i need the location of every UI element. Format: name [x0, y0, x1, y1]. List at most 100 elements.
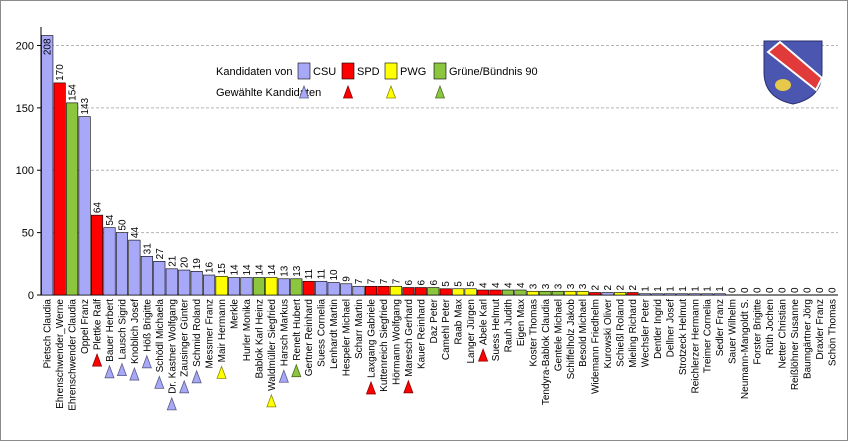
value-label-plettke-ralf: 64 — [93, 202, 104, 214]
legend-label-csu: CSU — [313, 66, 336, 78]
x-tick-label-abele-karl: Abele Karl — [479, 299, 490, 345]
value-label-dr-kastner-wolfgang: 21 — [167, 255, 178, 267]
elected-marker-bauer-herbert — [104, 364, 115, 379]
bar-koster-thomas — [526, 290, 539, 296]
bar-tendyra-bablok-claudia — [539, 290, 552, 296]
value-label-gentele-michael: 3 — [553, 283, 564, 289]
bar-zausinger-guenter — [178, 269, 191, 296]
value-label-daz-peter: 6 — [429, 280, 440, 286]
value-label-draxler-franz: 0 — [815, 287, 826, 293]
x-tick-label-treimer-cornelia: Treimer Cornelia — [703, 299, 714, 374]
x-tick-label-schiessl-roland: Schießl Roland — [616, 299, 627, 367]
coat-of-arms-logo — [763, 40, 824, 105]
value-label-reissloehner-susanne: 0 — [790, 287, 801, 293]
bar-hurler-monika — [240, 277, 253, 296]
x-tick-label-schmid-roland: Schmid Roland — [192, 299, 203, 367]
bar-sedler-franz — [713, 293, 726, 296]
x-tick-label-mair-hermann: Mair Hermann — [217, 299, 228, 362]
bar-rauh-judith — [501, 289, 515, 296]
bar-schiessl-roland — [614, 292, 627, 296]
value-label-hoermann-wolfgang: 7 — [391, 278, 402, 284]
bar-renelt-hubert — [290, 278, 303, 296]
bar-dellner-josef — [663, 293, 676, 296]
x-tick-label-bauer-herbert: Bauer Herbert — [105, 299, 116, 362]
x-tick-label-knoblich-josef: Knoblich Josef — [130, 299, 141, 364]
elected-marker-lausch-sigrid — [116, 362, 128, 376]
x-tick-label-schiffelholz-jakob: Schiffelholz Jakob — [566, 299, 577, 380]
legend-elected-marker-pwg — [385, 84, 397, 99]
x-tick-label-reissloehner-susanne: Reißlöhner Susanne — [790, 299, 801, 391]
x-tick-label-eigen-max: Eigen Max — [516, 299, 527, 346]
value-label-hoess-brigitte: 31 — [142, 243, 153, 255]
x-tick-label-sedler-franz: Sedler Franz — [715, 299, 726, 356]
bar-ehrenschwender-claudia — [66, 102, 79, 296]
bar-merkle — [227, 277, 241, 296]
legend-swatch-gruene-buendnis-90 — [433, 62, 447, 80]
elected-markers — [91, 348, 489, 411]
bar-suess-helmut — [489, 289, 502, 296]
x-tick-label-gentele-michael: Gentele Michael — [553, 299, 564, 371]
x-tick-label-laxgang-gabriele: Laxgang Gabriele — [367, 299, 378, 378]
value-label-netter-christian: 0 — [777, 287, 788, 293]
x-tick-label-schoedl-michaela: Schödl Michaela — [155, 299, 166, 373]
value-label-suess-cornelia: 11 — [317, 268, 328, 279]
bar-camehl-peter — [439, 288, 452, 296]
x-tick-label-kuttenreich-siegfried: Kuttenreich Siegfried — [379, 299, 390, 392]
value-label-langer-juergen: 5 — [466, 281, 477, 287]
x-tick-label-rauh-judith: Rauh Judith — [503, 299, 514, 352]
x-tick-label-kurowski-oliver: Kurowski Oliver — [603, 298, 614, 368]
legend-elected-marker-gruene-buendnis-90 — [434, 84, 446, 99]
x-tick-label-harsch-markus: Harsch Markus — [279, 299, 290, 366]
value-label-besold-michael: 3 — [578, 283, 589, 289]
bar-messmer-franz — [203, 274, 216, 296]
value-label-tendyra-bablok-claudia: 3 — [541, 283, 552, 289]
elected-marker-dr-kastner-wolfgang — [166, 396, 177, 411]
bar-mair-hermann — [215, 275, 228, 296]
x-tick-label-suess-cornelia: Suess Cornelia — [317, 299, 328, 367]
bar-schoedl-michaela — [153, 261, 166, 296]
value-label-koster-thomas: 3 — [528, 283, 539, 289]
value-label-ehrenschwender-werne: 170 — [55, 64, 66, 81]
elected-marker-renelt-hubert — [291, 363, 302, 378]
legend-swatch-spd — [341, 62, 355, 80]
value-label-hespeler-michael: 9 — [342, 276, 353, 282]
x-tick-label-scharr-martin: Scharr Martin — [354, 299, 365, 359]
value-label-schmid-roland: 19 — [192, 258, 203, 270]
value-label-kurowski-oliver: 2 — [603, 285, 614, 291]
value-label-schiessl-roland: 2 — [616, 285, 627, 291]
value-label-laxgang-gabriele: 7 — [367, 278, 378, 284]
bar-suess-cornelia — [315, 280, 328, 296]
legend-label-gruene-buendnis-90: Grüne/Bündnis 90 — [449, 66, 538, 78]
x-tick-label-lenhardt-martin: Lenhardt Martin — [329, 299, 340, 369]
bar-reichlerzer-hermann — [688, 293, 701, 296]
x-tick-label-raab-max: Raab Max — [454, 299, 465, 345]
bar-bablok-karl-heinz — [252, 277, 265, 296]
value-label-baumgaertner-joerg: 0 — [802, 287, 813, 293]
bar-lenhardt-martin — [327, 282, 340, 296]
legend-elected-marker-csu — [298, 84, 310, 99]
x-tick-label-strotzeck-helmut: Strotzeck Helmut — [678, 299, 689, 375]
value-label-strotzeck-helmut: 1 — [678, 286, 689, 292]
bar-waldmueller-siegfried — [265, 277, 278, 296]
x-tick-labels: Pietsch Claudia Ehrenschwender_Werne Ehren… — [43, 298, 839, 410]
value-label-dentler-ingrid: 1 — [653, 286, 664, 292]
bar-harsch-markus — [277, 278, 290, 296]
x-tick-label-kauer-reinhard: Kauer Reinhard — [416, 299, 427, 369]
x-tick-label-lausch-sigrid: Lausch Sigrid — [117, 299, 128, 360]
bar-abele-karl — [477, 289, 490, 296]
x-tick-label-daz-peter: Daz Peter — [429, 298, 440, 343]
bar-eigen-max — [514, 289, 527, 296]
value-label-eigen-max: 4 — [516, 282, 527, 288]
bars — [41, 35, 726, 296]
bar-daz-peter — [427, 287, 440, 296]
x-tick-label-plettke-ralf: Plettke Ralf — [93, 299, 104, 350]
value-label-mair-hermann: 15 — [217, 263, 228, 275]
x-tick-label-rueth-jochen: Rüth Jochen — [765, 299, 776, 355]
value-label-kuttenreich-siegfried: 7 — [379, 278, 390, 284]
value-label-kauer-reinhard: 6 — [416, 280, 427, 286]
value-label-lenhardt-martin: 10 — [329, 269, 340, 281]
legend-swatch-csu — [297, 62, 311, 80]
bar-plettke-ralf — [91, 214, 104, 296]
